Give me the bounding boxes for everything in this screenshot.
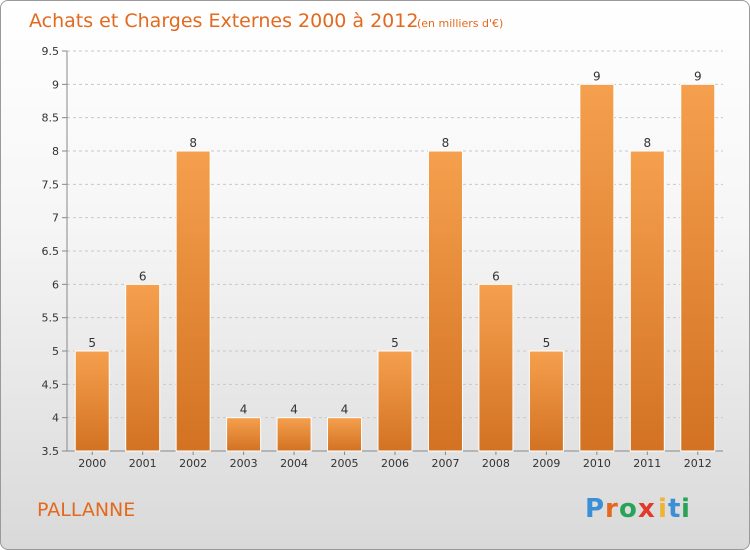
y-tick-label: 4: [52, 412, 59, 425]
bar-2010: [579, 83, 615, 452]
x-tick-label-2000: 2000: [78, 457, 106, 470]
x-tick-label-2002: 2002: [179, 457, 207, 470]
x-tick-label-2003: 2003: [230, 457, 258, 470]
data-label-2007: 8: [442, 136, 450, 150]
data-labels: 5 6 8 4 4 4 5 8 6 5 9 8 9: [88, 69, 701, 416]
data-label-2008: 6: [492, 269, 500, 283]
commune-name: PALLANNE: [37, 499, 135, 521]
x-tick-label-2012: 2012: [684, 457, 712, 470]
axes: 3.5 4 4.5 5 5.5 6 6.5 7 7.5 8 8.5 9 9.5 2000 2001 2002 2…: [42, 45, 723, 470]
data-label-2000: 5: [88, 336, 96, 350]
bar-2006: [377, 350, 413, 452]
bar-2008: [478, 283, 514, 452]
logo-letter: P: [585, 494, 604, 524]
x-tick-label-2001: 2001: [129, 457, 157, 470]
bar-2005: [327, 417, 363, 452]
data-label-2009: 5: [543, 336, 551, 350]
data-label-2011: 8: [643, 136, 651, 150]
x-tick-label-2008: 2008: [482, 457, 510, 470]
bar-2007: [427, 150, 463, 452]
data-label-2001: 6: [139, 269, 147, 283]
logo-letter: i: [658, 494, 667, 524]
y-tick-label: 7: [52, 212, 59, 225]
data-label-2012: 9: [694, 69, 702, 83]
y-tick-label: 5: [52, 345, 59, 358]
bar-2012: [680, 83, 716, 452]
logo-letter: t: [668, 494, 680, 524]
y-tick-label: 6.5: [42, 245, 60, 258]
y-tick-label: 4.5: [42, 378, 60, 391]
x-tick-label-2010: 2010: [583, 457, 611, 470]
data-label-2005: 4: [341, 403, 349, 417]
chart-title: Achats et Charges Externes 2000 à 2012: [29, 10, 418, 32]
y-tick-label: 9.5: [42, 45, 60, 58]
logo-letter: x: [638, 494, 655, 524]
data-label-2003: 4: [240, 403, 248, 417]
bar-2000: [74, 350, 110, 452]
x-tick-label-2005: 2005: [331, 457, 359, 470]
data-label-2006: 5: [391, 336, 399, 350]
data-label-2004: 4: [290, 403, 298, 417]
y-tick-label: 8: [52, 145, 59, 158]
data-label-2002: 8: [189, 136, 197, 150]
y-tick-label: 3.5: [42, 445, 60, 458]
y-tick-label: 6: [52, 278, 59, 291]
x-tick-label-2011: 2011: [633, 457, 661, 470]
data-label-2010: 9: [593, 69, 601, 83]
bar-2009: [528, 350, 564, 452]
bar-2001: [125, 283, 161, 452]
chart-subtitle: (en milliers d'€): [417, 17, 503, 30]
y-tick-label: 9: [52, 78, 59, 91]
x-tick-label-2007: 2007: [431, 457, 459, 470]
y-tick-label: 7.5: [42, 178, 60, 191]
bars: [74, 83, 716, 452]
bar-2004: [276, 417, 312, 452]
y-tick-label: 8.5: [42, 112, 60, 125]
y-tick-label: 5.5: [42, 312, 60, 325]
bar-2003: [226, 417, 262, 452]
logo-letter: o: [619, 494, 637, 524]
x-tick-label-2006: 2006: [381, 457, 409, 470]
logo-letter: r: [605, 494, 618, 524]
bar-2002: [175, 150, 211, 452]
x-tick-label-2004: 2004: [280, 457, 308, 470]
bar-2011: [629, 150, 665, 452]
x-tick-label-2009: 2009: [532, 457, 560, 470]
logo-letter: i: [681, 494, 690, 524]
